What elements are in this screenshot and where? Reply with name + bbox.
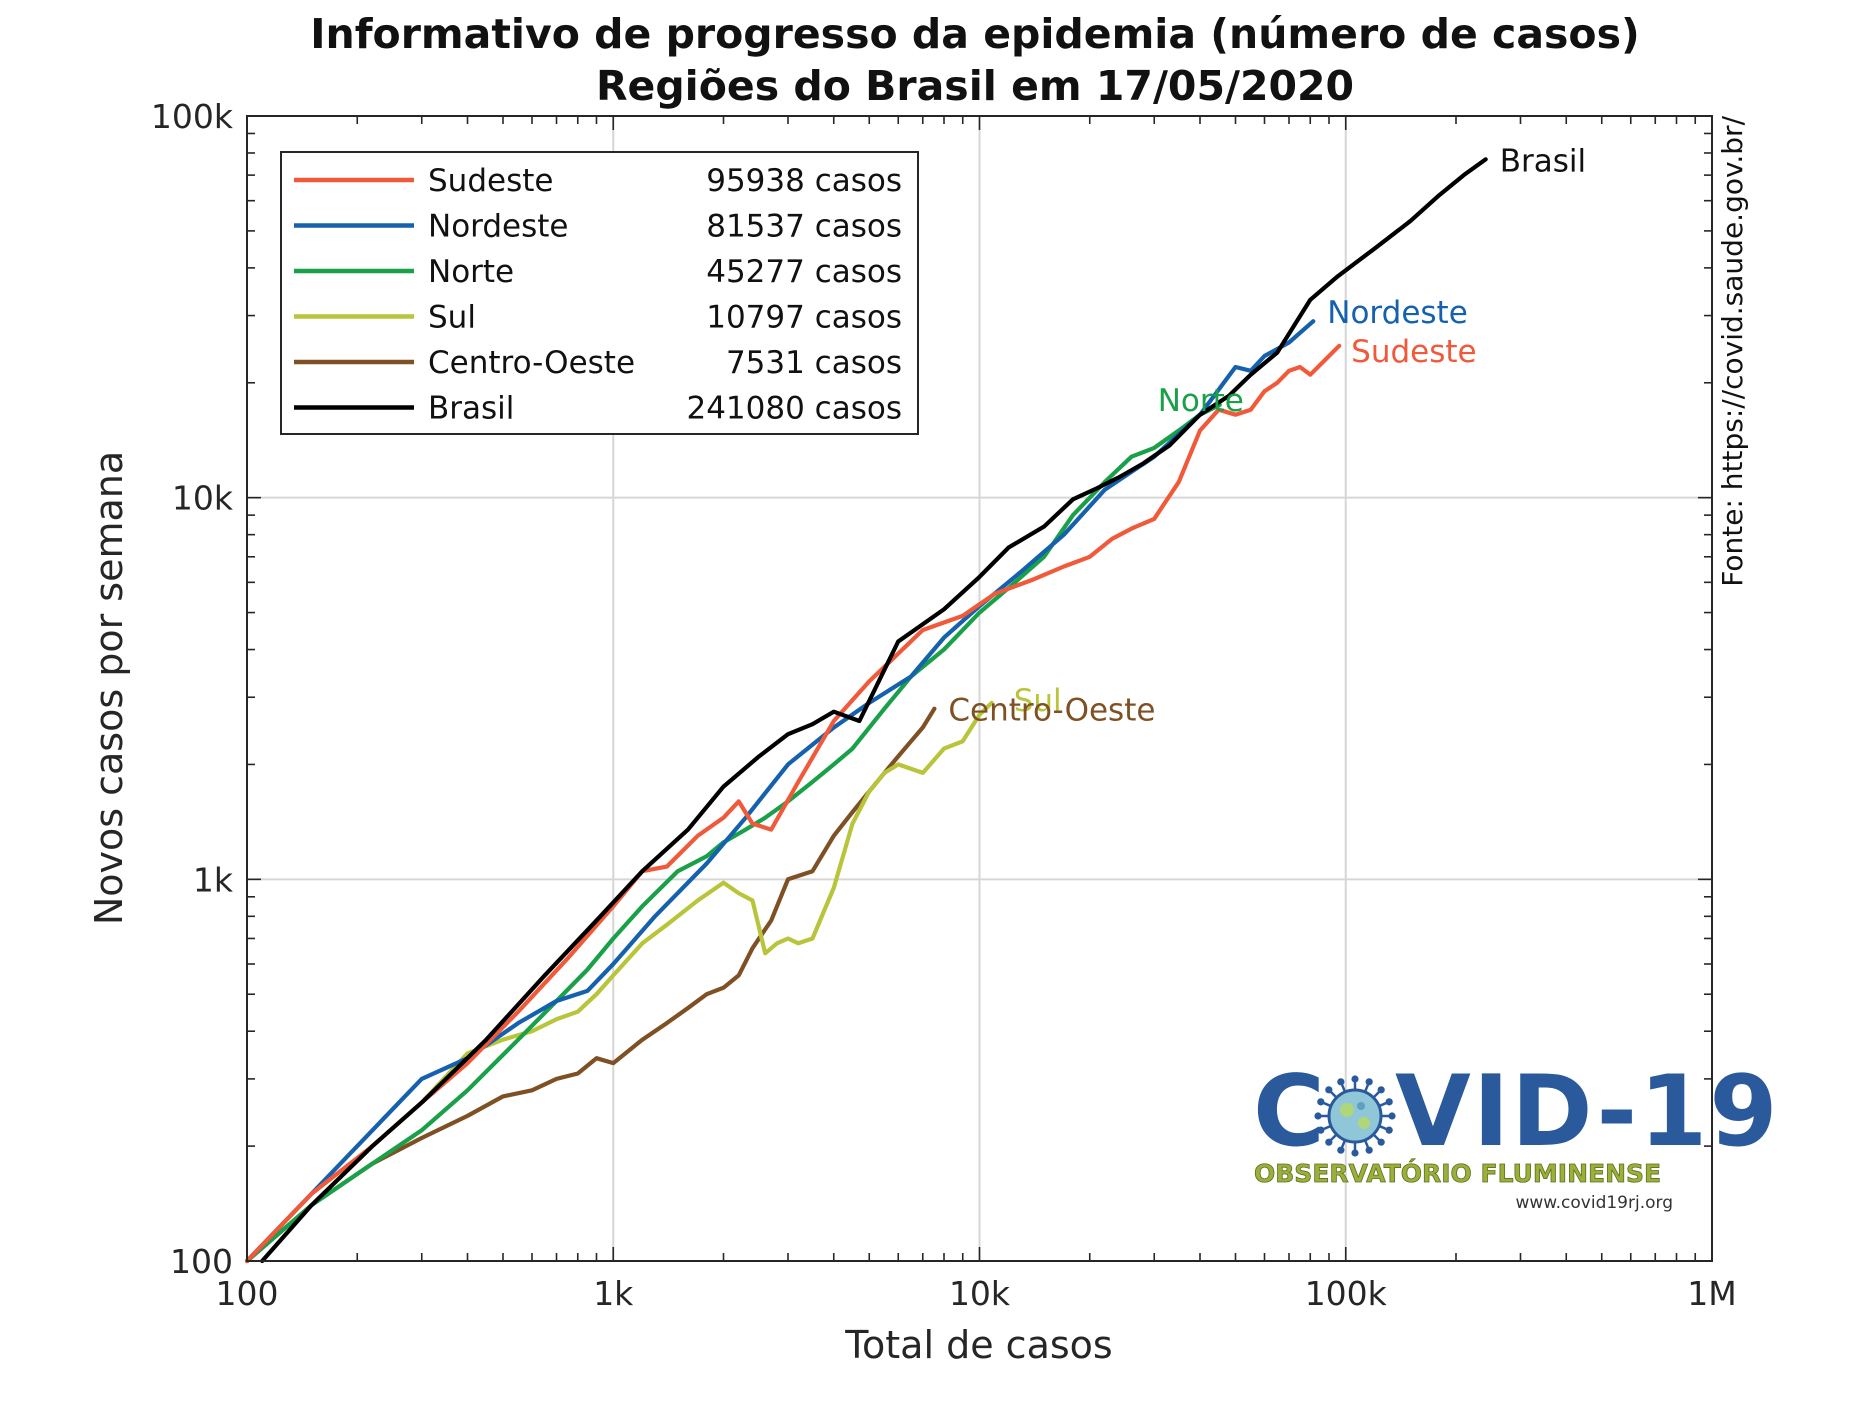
end-label-sul: Sul (1014, 683, 1062, 719)
y-tick-label: 10k (172, 479, 234, 518)
logo-url: www.covid19rj.org (1515, 1193, 1673, 1213)
legend-series-total: 45277 casos (706, 254, 902, 290)
legend-series-name: Nordeste (428, 209, 568, 245)
y-tick-label: 1k (193, 860, 234, 899)
x-tick-label: 100k (1305, 1274, 1388, 1313)
legend-series-total: 10797 casos (706, 300, 902, 336)
legend-series-name: Sul (428, 300, 476, 336)
y-axis-label: Novos casos por semana (87, 451, 131, 925)
end-label-sudeste: Sudeste (1351, 334, 1476, 370)
logo-co-text: C (1253, 1055, 1327, 1169)
y-tick-label: 100 (170, 1242, 233, 1281)
x-tick-label: 100 (216, 1274, 279, 1313)
series-lines (244, 157, 1488, 1264)
legend-series-total: 241080 casos (686, 391, 902, 427)
legend-series-name: Norte (428, 254, 514, 290)
series-line-sudeste (244, 343, 1342, 1264)
chart-title: Informativo de progresso da epidemia (nú… (310, 10, 1639, 58)
minor-ticks (246, 116, 1712, 1262)
x-tick-label: 10k (949, 1274, 1011, 1313)
end-label-centro-oeste: Centro-Oeste (948, 693, 1155, 729)
x-tick-label: 1k (593, 1274, 634, 1313)
legend-series-total: 7531 casos (726, 345, 902, 381)
x-axis-label: Total de casos (844, 1323, 1112, 1367)
legend-series-total: 95938 casos (706, 163, 902, 199)
legend-box (280, 151, 919, 435)
legend-series-name: Centro-Oeste (428, 345, 635, 381)
end-label-nordeste: Nordeste (1327, 295, 1467, 331)
logo-subtitle: OBSERVATÓRIO FLUMINENSE (1254, 1158, 1661, 1188)
tick-labels: 100 1k 10k 100k 1M 100 1k 10k 100k (151, 97, 1737, 1313)
series-line-nordeste (244, 319, 1316, 1264)
end-label-norte: Norte (1158, 383, 1244, 419)
y-tick-label: 100k (151, 97, 234, 136)
source-note: Fonte: https://covid.saude.gov.br/ (1716, 115, 1749, 586)
plot-frame (246, 115, 1713, 1262)
legend-series-name: Brasil (428, 391, 514, 427)
virus-icon (1314, 1075, 1396, 1157)
legend-series-name: Sudeste (428, 163, 553, 199)
logo-vid-text: VID-19 (1395, 1055, 1780, 1169)
legend-series-total: 81537 casos (706, 209, 902, 245)
x-tick-label: 1M (1687, 1274, 1736, 1313)
series-line-sul (244, 700, 994, 1264)
covid19-logo: C VID-19 OBSERVATÓRIO FLUMINENSE www.cov… (1253, 1055, 1780, 1213)
end-label-brasil: Brasil (1500, 143, 1586, 179)
legend: Sudeste 95938 casos Nordeste 81537 casos Nor… (280, 151, 919, 435)
series-line-brasil (260, 157, 1488, 1264)
chart-subtitle: Regiões do Brasil em 17/05/2020 (596, 62, 1354, 110)
